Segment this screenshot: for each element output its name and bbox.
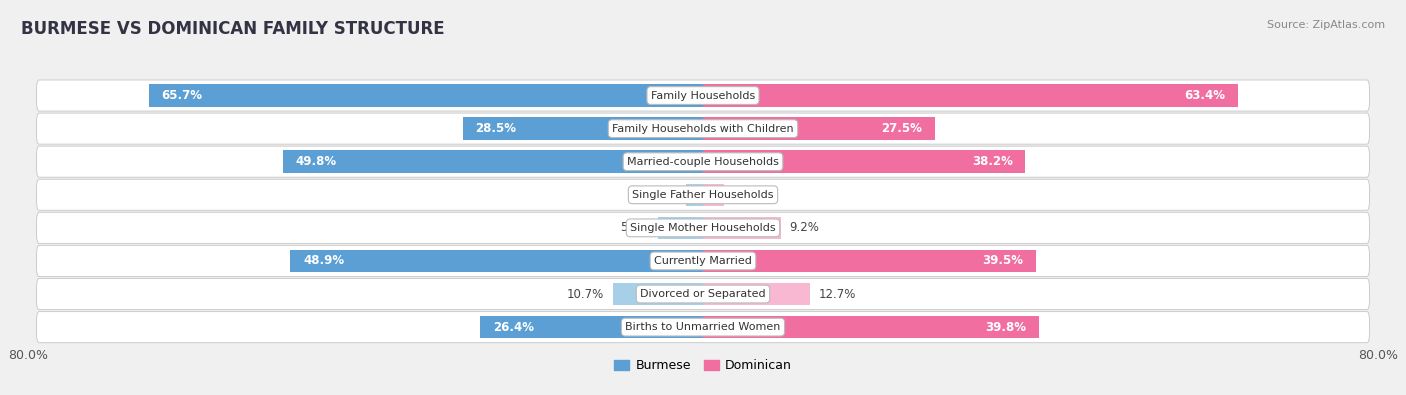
Bar xyxy=(686,184,703,206)
Bar xyxy=(481,316,703,339)
Text: 65.7%: 65.7% xyxy=(162,89,202,102)
Text: 5.3%: 5.3% xyxy=(620,221,650,234)
Text: Single Father Households: Single Father Households xyxy=(633,190,773,200)
Text: 49.8%: 49.8% xyxy=(295,155,336,168)
Text: 26.4%: 26.4% xyxy=(494,321,534,334)
Bar xyxy=(463,117,703,140)
Bar xyxy=(703,117,935,140)
Text: Family Households: Family Households xyxy=(651,90,755,101)
Text: 38.2%: 38.2% xyxy=(972,155,1012,168)
Bar xyxy=(149,84,703,107)
Bar xyxy=(703,250,1036,272)
Text: Currently Married: Currently Married xyxy=(654,256,752,266)
FancyBboxPatch shape xyxy=(37,245,1369,276)
Text: BURMESE VS DOMINICAN FAMILY STRUCTURE: BURMESE VS DOMINICAN FAMILY STRUCTURE xyxy=(21,20,444,38)
FancyBboxPatch shape xyxy=(37,113,1369,144)
Bar xyxy=(703,150,1025,173)
Text: Births to Unmarried Women: Births to Unmarried Women xyxy=(626,322,780,332)
Text: 9.2%: 9.2% xyxy=(789,221,818,234)
FancyBboxPatch shape xyxy=(37,146,1369,177)
Text: Divorced or Separated: Divorced or Separated xyxy=(640,289,766,299)
Text: Source: ZipAtlas.com: Source: ZipAtlas.com xyxy=(1267,20,1385,30)
Legend: Burmese, Dominican: Burmese, Dominican xyxy=(609,354,797,377)
Bar xyxy=(291,250,703,272)
Text: 63.4%: 63.4% xyxy=(1184,89,1225,102)
Bar xyxy=(703,216,780,239)
Text: 39.5%: 39.5% xyxy=(983,254,1024,267)
Bar xyxy=(703,184,724,206)
FancyBboxPatch shape xyxy=(37,312,1369,342)
Text: 2.0%: 2.0% xyxy=(648,188,678,201)
Text: 10.7%: 10.7% xyxy=(567,288,605,301)
Bar xyxy=(613,283,703,305)
Bar xyxy=(703,283,810,305)
FancyBboxPatch shape xyxy=(37,213,1369,243)
Text: Family Households with Children: Family Households with Children xyxy=(612,124,794,134)
Bar xyxy=(658,216,703,239)
Bar xyxy=(283,150,703,173)
Text: 28.5%: 28.5% xyxy=(475,122,516,135)
Text: 27.5%: 27.5% xyxy=(882,122,922,135)
Text: 12.7%: 12.7% xyxy=(818,288,856,301)
FancyBboxPatch shape xyxy=(37,278,1369,310)
FancyBboxPatch shape xyxy=(37,80,1369,111)
Text: Single Mother Households: Single Mother Households xyxy=(630,223,776,233)
Text: 48.9%: 48.9% xyxy=(304,254,344,267)
Text: Married-couple Households: Married-couple Households xyxy=(627,157,779,167)
FancyBboxPatch shape xyxy=(37,179,1369,210)
Text: 39.8%: 39.8% xyxy=(986,321,1026,334)
Bar xyxy=(703,84,1237,107)
Text: 2.5%: 2.5% xyxy=(733,188,762,201)
Bar xyxy=(703,316,1039,339)
